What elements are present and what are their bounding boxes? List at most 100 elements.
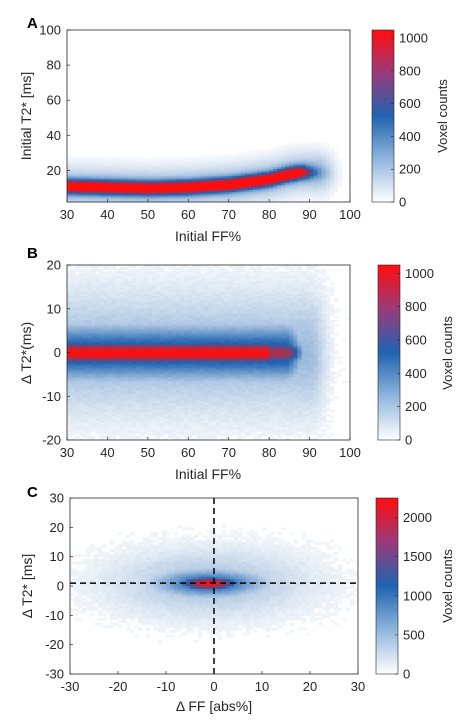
heatmap-cell xyxy=(123,179,129,182)
heatmap-cell xyxy=(200,332,205,336)
heatmap-cell xyxy=(337,163,343,166)
heatmap-cell xyxy=(155,166,161,170)
heatmap-cell xyxy=(216,154,222,157)
heatmap-cell xyxy=(67,407,72,410)
heatmap-cell xyxy=(176,156,181,159)
heatmap-cell xyxy=(87,269,92,272)
heatmap-cell xyxy=(184,159,189,163)
heatmap-cell xyxy=(168,335,173,338)
heatmap-cell xyxy=(95,173,100,177)
heatmap-cell xyxy=(99,284,104,288)
heatmap-cell xyxy=(232,194,238,198)
heatmap-cell xyxy=(212,280,217,283)
heatmap-cell xyxy=(196,180,201,184)
heatmap-cell xyxy=(180,187,185,191)
heatmap-cell xyxy=(192,418,197,421)
heatmap-cell xyxy=(261,163,266,166)
heatmap-cell xyxy=(99,187,104,191)
heatmap-cell xyxy=(180,422,185,426)
heatmap-cell xyxy=(143,380,149,384)
heatmap-cell xyxy=(119,186,124,189)
heatmap-cell xyxy=(297,198,302,201)
heatmap-cell xyxy=(188,418,193,421)
heatmap-cell xyxy=(103,415,108,419)
heatmap-cell xyxy=(75,343,80,347)
heatmap-cell xyxy=(172,308,177,312)
heatmap-cell xyxy=(265,194,270,198)
heatmap-cell xyxy=(232,175,238,178)
heatmap-cell xyxy=(127,437,133,441)
heatmap-cell xyxy=(325,165,331,168)
heatmap-cell xyxy=(212,398,217,402)
heatmap-cell xyxy=(143,411,149,415)
heatmap-cell xyxy=(83,179,88,182)
y-tick-label: 100 xyxy=(39,23,61,38)
heatmap-cell xyxy=(188,295,193,299)
heatmap-cell xyxy=(168,356,173,360)
heatmap-cell xyxy=(107,313,112,316)
heatmap-cell xyxy=(67,170,72,173)
heatmap-cell xyxy=(212,265,217,268)
heatmap-cell xyxy=(204,191,209,194)
heatmap-cell xyxy=(143,284,149,288)
heatmap-cell xyxy=(208,159,213,163)
heatmap-cell xyxy=(103,182,108,185)
heatmap-cell xyxy=(172,420,177,423)
heatmap-cell xyxy=(224,179,230,182)
heatmap-cell xyxy=(188,409,193,412)
heatmap-cell xyxy=(99,315,104,318)
heatmap-cell xyxy=(172,418,177,421)
heatmap-cell xyxy=(135,289,141,292)
heatmap-cell xyxy=(172,182,177,185)
heatmap-cell xyxy=(139,306,145,310)
heatmap-cell xyxy=(107,271,112,275)
heatmap-cell xyxy=(164,163,169,166)
heatmap-cell xyxy=(196,286,201,290)
heatmap-cell xyxy=(159,198,165,201)
heatmap-cell xyxy=(297,149,302,152)
heatmap-cell xyxy=(204,411,209,415)
heatmap-cell xyxy=(99,286,104,290)
heatmap-cell xyxy=(123,289,129,292)
heatmap-cell xyxy=(180,168,185,171)
heatmap-cell xyxy=(172,431,177,434)
heatmap-cell xyxy=(200,402,205,406)
heatmap-cell xyxy=(305,179,310,182)
heatmap-cell xyxy=(115,411,120,415)
heatmap-cell xyxy=(79,409,84,412)
heatmap-cell xyxy=(119,378,124,382)
heatmap-cell xyxy=(248,152,254,156)
heatmap-cell xyxy=(321,198,327,201)
heatmap-cell xyxy=(83,293,88,297)
heatmap-cell xyxy=(127,337,133,340)
heatmap-cell xyxy=(176,282,181,286)
heatmap-cell xyxy=(212,433,217,437)
heatmap-cell xyxy=(168,372,173,375)
heatmap-cell xyxy=(313,177,319,180)
heatmap-cell xyxy=(143,356,149,360)
heatmap-cell xyxy=(224,163,230,166)
heatmap-cell xyxy=(317,184,323,187)
heatmap-cell xyxy=(212,170,217,173)
heatmap-cell xyxy=(289,145,294,148)
heatmap-cell xyxy=(257,194,262,198)
heatmap-cell xyxy=(176,166,181,170)
heatmap-cell xyxy=(301,186,306,189)
heatmap-cell xyxy=(196,341,201,345)
heatmap-cell xyxy=(321,177,327,180)
heatmap-cell xyxy=(111,189,116,192)
heatmap-cell xyxy=(317,198,323,201)
heatmap-cell xyxy=(127,184,133,187)
heatmap-cell xyxy=(71,365,76,369)
heatmap-cell xyxy=(188,326,193,329)
heatmap-cell xyxy=(111,284,116,288)
heatmap-cell xyxy=(151,402,157,406)
heatmap-cell xyxy=(99,374,104,377)
heatmap-cell xyxy=(115,383,120,386)
heatmap-cell xyxy=(325,168,331,171)
heatmap-cell xyxy=(67,394,72,397)
heatmap-cell xyxy=(248,179,254,182)
heatmap-cell xyxy=(99,189,104,192)
heatmap-cell xyxy=(127,415,133,419)
